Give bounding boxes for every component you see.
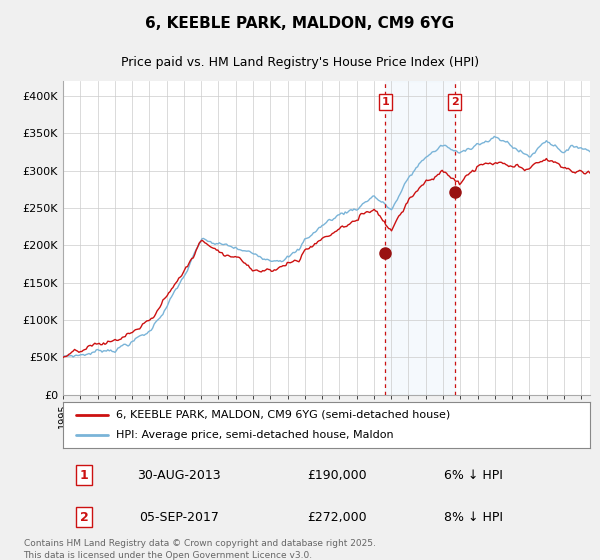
Text: 30-AUG-2013: 30-AUG-2013 (137, 469, 221, 482)
Text: HPI: Average price, semi-detached house, Maldon: HPI: Average price, semi-detached house,… (116, 431, 394, 441)
Text: Contains HM Land Registry data © Crown copyright and database right 2025.
This d: Contains HM Land Registry data © Crown c… (23, 539, 376, 560)
Text: 6, KEEBLE PARK, MALDON, CM9 6YG: 6, KEEBLE PARK, MALDON, CM9 6YG (145, 16, 455, 31)
Text: 2: 2 (80, 511, 88, 524)
Text: 05-SEP-2017: 05-SEP-2017 (139, 511, 219, 524)
Text: 6% ↓ HPI: 6% ↓ HPI (445, 469, 503, 482)
Text: 6, KEEBLE PARK, MALDON, CM9 6YG (semi-detached house): 6, KEEBLE PARK, MALDON, CM9 6YG (semi-de… (116, 409, 450, 419)
Text: 8% ↓ HPI: 8% ↓ HPI (445, 511, 503, 524)
Text: 1: 1 (80, 469, 88, 482)
Text: 1: 1 (382, 97, 389, 107)
Text: £190,000: £190,000 (307, 469, 367, 482)
Text: £272,000: £272,000 (307, 511, 367, 524)
Text: 2: 2 (451, 97, 458, 107)
Text: Price paid vs. HM Land Registry's House Price Index (HPI): Price paid vs. HM Land Registry's House … (121, 57, 479, 69)
Bar (385, 81, 455, 395)
